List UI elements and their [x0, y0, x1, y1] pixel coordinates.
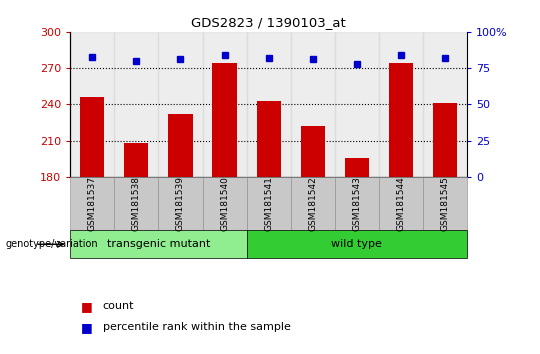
Text: transgenic mutant: transgenic mutant: [107, 239, 210, 249]
Bar: [423, 32, 467, 177]
Bar: [202, 32, 247, 177]
Text: percentile rank within the sample: percentile rank within the sample: [103, 322, 291, 332]
Text: GSM181545: GSM181545: [441, 176, 449, 231]
Bar: [114, 32, 158, 177]
Text: GSM181542: GSM181542: [308, 176, 317, 231]
Text: GSM181543: GSM181543: [353, 176, 361, 231]
Text: GSM181544: GSM181544: [396, 176, 406, 231]
Text: GSM181537: GSM181537: [87, 176, 97, 231]
Bar: [158, 32, 202, 177]
Text: ■: ■: [81, 300, 93, 313]
Bar: [256, 101, 281, 177]
Text: GSM181541: GSM181541: [264, 176, 273, 231]
Text: GSM181540: GSM181540: [220, 176, 229, 231]
Bar: [124, 143, 148, 177]
Title: GDS2823 / 1390103_at: GDS2823 / 1390103_at: [191, 16, 346, 29]
Bar: [70, 32, 114, 177]
Text: GSM181539: GSM181539: [176, 176, 185, 231]
Bar: [389, 63, 413, 177]
Bar: [80, 97, 104, 177]
Bar: [335, 32, 379, 177]
Text: ■: ■: [81, 321, 93, 334]
Bar: [212, 63, 237, 177]
Text: count: count: [103, 301, 134, 311]
Bar: [291, 32, 335, 177]
Text: GSM181538: GSM181538: [132, 176, 141, 231]
Text: genotype/variation: genotype/variation: [5, 239, 98, 249]
Bar: [301, 126, 325, 177]
Bar: [168, 114, 193, 177]
Bar: [379, 32, 423, 177]
Bar: [247, 32, 291, 177]
Text: wild type: wild type: [332, 239, 382, 249]
Bar: [345, 158, 369, 177]
Bar: [433, 103, 457, 177]
